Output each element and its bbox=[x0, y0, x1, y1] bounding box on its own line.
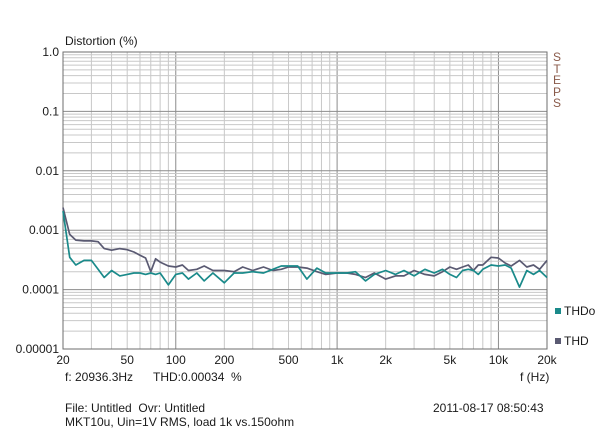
y-tick-label: 0.0001 bbox=[22, 283, 59, 297]
y-tick-label: 0.00001 bbox=[16, 342, 60, 356]
y-axis-title: Distortion (%) bbox=[65, 34, 138, 48]
legend-item-thd: THD bbox=[555, 334, 589, 348]
x-tick-label: 500 bbox=[279, 353, 299, 367]
timestamp: 2011-08-17 08:50:43 bbox=[433, 401, 544, 415]
y-tick-label: 0.001 bbox=[29, 223, 59, 237]
y-tick-label: 0.1 bbox=[42, 104, 59, 118]
cursor-frequency: f: 20936.3Hz bbox=[65, 370, 134, 384]
x-tick-label: 2k bbox=[379, 353, 393, 367]
x-tick-label: 50 bbox=[121, 353, 135, 367]
file-info: File: Untitled Ovr: Untitled bbox=[65, 401, 206, 415]
x-tick-label: 20k bbox=[537, 353, 557, 367]
legend-item-thdo: THDo bbox=[555, 304, 595, 318]
x-tick-label: 1k bbox=[331, 353, 345, 367]
y-tick-label: 0.01 bbox=[36, 164, 60, 178]
series-line-thdo bbox=[62, 210, 548, 288]
x-axis-title: f (Hz) bbox=[520, 370, 550, 384]
x-tick-label: 200 bbox=[214, 353, 234, 367]
thdo-swatch bbox=[555, 308, 561, 314]
legend-label-thdo: THDo bbox=[564, 304, 596, 318]
plot-frame bbox=[62, 51, 548, 350]
legend-label-thd: THD bbox=[564, 334, 589, 348]
cursor-thd-value: THD:0.00034 % bbox=[153, 370, 242, 384]
plot-background bbox=[63, 52, 547, 349]
measurement-description: MKT10u, Uin=1V RMS, load 1k vs.150ohm bbox=[65, 415, 295, 429]
y-tick-label: 1.0 bbox=[42, 45, 59, 59]
x-tick-label: 100 bbox=[166, 353, 186, 367]
thd-swatch bbox=[555, 338, 561, 344]
x-tick-label: 5k bbox=[444, 353, 458, 367]
x-tick-label: 20 bbox=[56, 353, 70, 367]
x-tick-label: 10k bbox=[489, 353, 509, 367]
